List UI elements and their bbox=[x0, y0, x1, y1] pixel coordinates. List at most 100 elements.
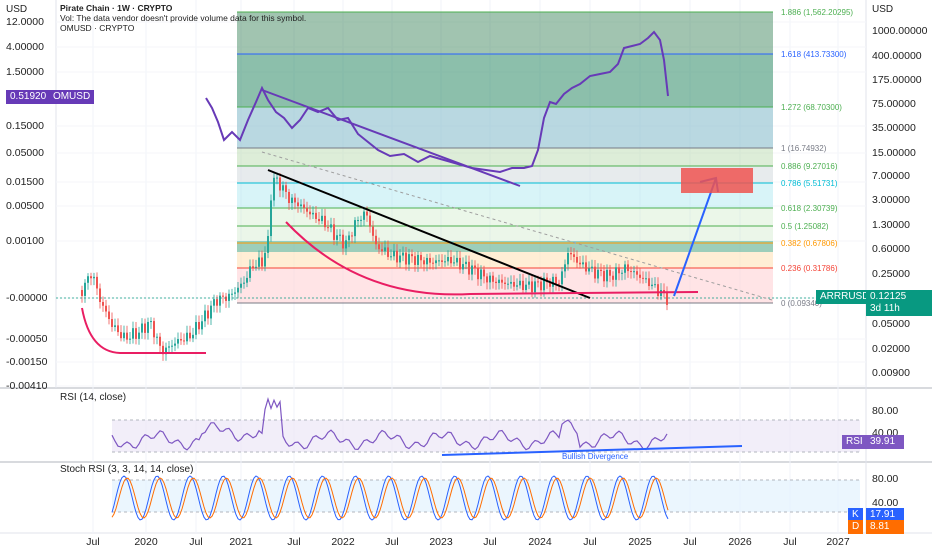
rsi-title: RSI (14, close) bbox=[60, 392, 126, 403]
candle-body bbox=[531, 281, 533, 293]
candle-body bbox=[183, 340, 185, 342]
arrr-price-badge: 0.12125 3d 11h bbox=[866, 290, 932, 316]
candle-body bbox=[618, 267, 620, 274]
candle-body bbox=[96, 276, 98, 289]
candle-body bbox=[423, 260, 425, 265]
right-axis-tick: 0.00900 bbox=[872, 367, 910, 379]
candle-body bbox=[384, 247, 386, 252]
candle-body bbox=[561, 271, 563, 285]
candle-body bbox=[123, 332, 125, 339]
candle-body bbox=[657, 284, 659, 296]
time-axis-label: Jul bbox=[287, 536, 300, 548]
candle-body bbox=[165, 347, 167, 355]
right-axis-tick: 7.00000 bbox=[872, 170, 910, 182]
candle-body bbox=[600, 269, 602, 271]
candle-body bbox=[153, 321, 155, 338]
candle-body bbox=[645, 278, 647, 280]
volume-note: Vol: The data vendor doesn't provide vol… bbox=[60, 13, 307, 23]
stoch-d-badge: 8.81 bbox=[866, 520, 904, 534]
fib-level-label: 0.5 (1.25082) bbox=[781, 222, 829, 231]
candle-body bbox=[426, 257, 428, 265]
candle-body bbox=[273, 177, 275, 201]
candle-body bbox=[585, 262, 587, 272]
candle-body bbox=[450, 257, 452, 264]
left-axis-tick: 1.50000 bbox=[6, 66, 44, 78]
right-axis-tick: 400.00000 bbox=[872, 50, 922, 62]
left-axis-tick: 0.00100 bbox=[6, 235, 44, 247]
left-axis-tick: -0.00410 bbox=[6, 380, 48, 392]
time-axis-label: Jul bbox=[385, 536, 398, 548]
right-axis-tick: 0.25000 bbox=[872, 268, 910, 280]
candle-body bbox=[447, 257, 449, 262]
candle-body bbox=[339, 234, 341, 236]
candle-body bbox=[654, 284, 656, 286]
candle-body bbox=[108, 311, 110, 320]
candle-body bbox=[114, 325, 116, 327]
time-axis-label: 2026 bbox=[728, 536, 752, 548]
candle-body bbox=[327, 227, 329, 229]
candle-body bbox=[648, 278, 650, 287]
candle-body bbox=[120, 332, 122, 339]
time-axis-label: Jul bbox=[583, 536, 596, 548]
candle-body bbox=[324, 215, 326, 228]
right-axis-tick: 0.02000 bbox=[872, 343, 910, 355]
candle-body bbox=[624, 264, 626, 273]
candle-body bbox=[528, 281, 530, 285]
candle-body bbox=[444, 261, 446, 263]
candle-body bbox=[438, 260, 440, 262]
candle-body bbox=[333, 224, 335, 240]
candle-body bbox=[642, 277, 644, 279]
candle-body bbox=[630, 271, 632, 273]
candle-body bbox=[489, 275, 491, 283]
fib-level-label: 1 (16.74932) bbox=[781, 144, 827, 153]
time-axis-label: Jul bbox=[189, 536, 202, 548]
right-axis-tick: 1.30000 bbox=[872, 219, 910, 231]
right-axis-tick: 75.00000 bbox=[872, 98, 916, 110]
candle-body bbox=[588, 268, 590, 272]
om-price: 0.51920 bbox=[10, 91, 47, 102]
candle-body bbox=[573, 254, 575, 257]
candle-body bbox=[579, 262, 581, 265]
arrr-downtrend-line bbox=[267, 169, 591, 299]
candle-body bbox=[342, 234, 344, 249]
time-axis-label: Jul bbox=[783, 536, 796, 548]
candle-body bbox=[390, 256, 392, 258]
candle-body bbox=[207, 310, 209, 319]
candle-body bbox=[459, 257, 461, 270]
candle-body bbox=[483, 269, 485, 277]
right-axis-unit: USD bbox=[872, 4, 893, 15]
candle-body bbox=[117, 325, 119, 333]
candle-body bbox=[396, 250, 398, 263]
fib-zone-band bbox=[237, 166, 773, 183]
candle-body bbox=[102, 301, 104, 306]
bar-countdown: 3d 11h bbox=[870, 303, 900, 314]
candle-body bbox=[399, 255, 401, 263]
candle-body bbox=[171, 345, 173, 347]
candle-body bbox=[135, 328, 137, 339]
candle-body bbox=[348, 235, 350, 241]
om-downtrend-line bbox=[261, 89, 521, 187]
candle-body bbox=[441, 260, 443, 262]
candle-body bbox=[363, 211, 365, 220]
candle-body bbox=[519, 280, 521, 286]
candle-body bbox=[540, 281, 542, 291]
candle-body bbox=[453, 262, 455, 264]
candle-body bbox=[537, 281, 539, 283]
candle-body bbox=[99, 288, 101, 302]
om-price-line bbox=[205, 30, 669, 174]
stoch-k-badge: 17.91 bbox=[866, 508, 904, 522]
candle-body bbox=[354, 220, 356, 237]
candle-body bbox=[582, 262, 584, 265]
candle-body bbox=[174, 343, 176, 346]
fib-zone-band bbox=[237, 107, 773, 148]
long-dashed-trendline bbox=[261, 151, 773, 301]
candle-body bbox=[567, 252, 569, 265]
candle-body bbox=[216, 299, 218, 306]
fib-zone-band bbox=[237, 148, 773, 166]
fib-level-label: 0 (0.09340) bbox=[781, 299, 822, 308]
candle-body bbox=[369, 215, 371, 227]
stoch-d-line bbox=[111, 477, 669, 519]
rounding-bottom-curve bbox=[285, 221, 699, 296]
candle-body bbox=[141, 323, 143, 333]
